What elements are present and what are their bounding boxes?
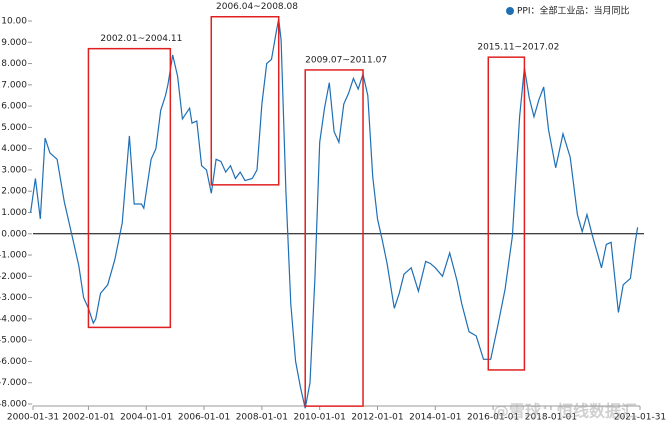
y-tick-label: -3.000	[0, 293, 27, 303]
y-tick-label: -5.000	[0, 336, 27, 346]
y-tick-label: 8.000	[1, 59, 27, 69]
y-tick-label: 5.000	[1, 123, 27, 133]
y-tick-label: -4.000	[0, 314, 27, 324]
x-tick-label: 2018-01-01	[525, 413, 577, 423]
y-tick-label: 6.000	[1, 102, 27, 112]
highlight-box	[87, 47, 172, 329]
x-tick-label: 2010-01-01	[294, 413, 346, 423]
x-tick-label: 2000-01-31	[7, 413, 59, 423]
y-tick-label: 4.000	[1, 144, 27, 154]
y-tick-label: 2.000	[1, 187, 27, 197]
x-tick-label: 2008-01-01	[236, 413, 288, 423]
annotation-label: 2009.07~2011.07	[305, 55, 387, 65]
x-tick-label: 2012-01-01	[351, 413, 403, 423]
x-tick-label: 2004-01-01	[120, 413, 172, 423]
highlight-box	[304, 69, 364, 407]
x-tick-label: 2006-01-01	[178, 413, 230, 423]
y-tick-label: 0.000	[1, 229, 27, 239]
y-tick-label: 3.000	[1, 165, 27, 175]
series-line	[30, 18, 639, 409]
legend-marker	[506, 7, 514, 15]
annotation-label: 2015.11~2017.02	[477, 43, 559, 53]
y-tick-label: -1.000	[0, 251, 27, 261]
y-tick-label: 7.000	[1, 80, 27, 90]
x-tick-label: 2014-01-01	[409, 413, 461, 423]
highlight-box	[210, 15, 280, 186]
x-tick-label: 2021-01-31	[614, 413, 666, 423]
x-tick-label: 2002-01-01	[62, 413, 114, 423]
legend-label: PPI：全部工业品：当月同比	[517, 5, 630, 17]
annotation-label: 2006.04~2008.08	[216, 2, 298, 12]
y-tick-label: -7.000	[0, 378, 27, 388]
y-tick-label: -6.000	[0, 357, 27, 367]
y-tick-label: 9.000	[1, 38, 27, 48]
y-tick-label: 1.000	[1, 208, 27, 218]
watermark: @雪球：恒线数据汇	[493, 402, 637, 421]
x-tick-label: 2016-01-01	[467, 413, 519, 423]
annotation-label: 2002.01~2004.11	[100, 34, 182, 44]
highlight-box	[487, 56, 526, 371]
y-tick-label: -8.000	[0, 400, 27, 410]
y-tick-label: 10.00	[1, 17, 27, 27]
y-tick-label: -2.000	[0, 272, 27, 282]
